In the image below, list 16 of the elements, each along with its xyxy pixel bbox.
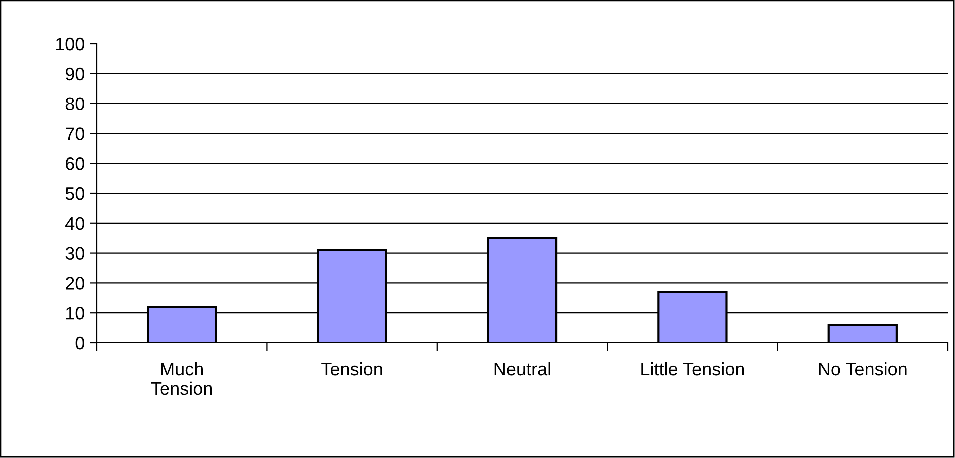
x-tick-label: Neutral	[494, 362, 550, 376]
y-tick-label: 30	[66, 247, 84, 260]
x-tick-label: Tension	[322, 362, 382, 376]
x-tick-label: No Tension	[819, 362, 907, 376]
y-tick-label: 70	[66, 128, 84, 140]
x-tick-label: Little Tension	[642, 362, 744, 376]
y-tick-label: 90	[66, 68, 84, 81]
y-tick-label: 100	[56, 38, 84, 51]
y-tick-label: 80	[66, 98, 84, 111]
y-tick-label: 20	[66, 277, 84, 290]
y-tick-label: 40	[66, 217, 84, 230]
y-tick-label: 10	[66, 307, 84, 320]
y-tick-label: 0	[76, 336, 84, 350]
y-tick-label: 60	[66, 158, 84, 170]
x-tick-label: Much Tension	[151, 362, 212, 396]
y-tick-label: 50	[66, 187, 84, 200]
